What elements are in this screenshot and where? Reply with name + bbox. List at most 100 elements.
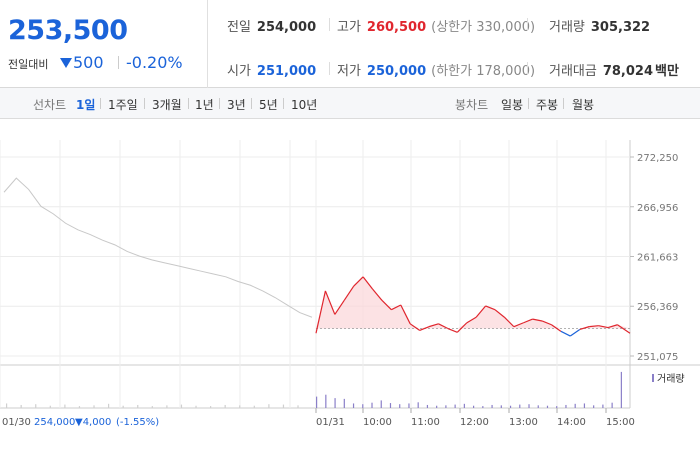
- y-tick-label: 261,663: [637, 252, 678, 263]
- price-summary: 253,500 전일대비 500 -0.20%: [0, 0, 208, 88]
- volume-bar: [35, 404, 37, 408]
- today-line-segment: [494, 309, 505, 318]
- today-line-segment: [475, 305, 487, 318]
- volume-bar: [297, 405, 299, 408]
- volume-bar: [239, 405, 241, 408]
- volume-bar: [180, 404, 183, 408]
- today-line-segment: [617, 324, 631, 334]
- today-line-segment: [513, 322, 524, 328]
- volume-bar: [454, 404, 456, 408]
- down-arrow-icon: [60, 58, 72, 68]
- quote-header: 253,500 전일대비 500 -0.20% 전일 254,000 고가 260,…: [0, 0, 700, 88]
- volume-bar: [122, 405, 124, 408]
- today-line-segment: [541, 320, 552, 326]
- today-line-segment: [569, 328, 581, 337]
- today-line-segment: [456, 322, 468, 333]
- divider: [283, 98, 284, 109]
- intraday-price-chart: 272,250 266,956 261,663 256,369 251,075 01/3…: [0, 140, 700, 428]
- volume-bar: [380, 400, 382, 408]
- divider: [219, 98, 220, 109]
- volume-bar: [253, 405, 255, 408]
- price-area-fill: [316, 276, 630, 329]
- divider: [527, 62, 528, 75]
- tab-10y[interactable]: 10년: [291, 98, 318, 112]
- volume-bar: [491, 404, 493, 408]
- today-line-segment: [353, 276, 364, 287]
- volume-bar: [325, 394, 327, 408]
- volume-bar: [593, 405, 595, 408]
- volume-bar: [426, 404, 429, 408]
- prev-change-label: ▼4,000: [75, 417, 111, 428]
- volume-bar: [408, 403, 410, 408]
- volume-bar: [343, 398, 345, 408]
- volume-legend-label: 거래량: [657, 373, 685, 385]
- price-change: 500: [73, 53, 104, 72]
- today-line-segment: [607, 324, 618, 329]
- volume-bar: [473, 405, 475, 408]
- price-lines: [3, 177, 631, 337]
- today-line-segment: [551, 324, 562, 332]
- x-axis: 01/31 10:00 11:00 12:00 13:00 14:00 15:00: [315, 408, 635, 428]
- today-line-segment: [381, 299, 392, 311]
- tab-1w[interactable]: 1주일: [108, 98, 138, 112]
- volume-bar: [602, 404, 604, 408]
- x-tick-label: 13:00: [509, 417, 538, 428]
- divider: [118, 56, 119, 69]
- today-line-segment: [466, 316, 477, 324]
- tab-5y[interactable]: 5년: [259, 98, 278, 112]
- today-line-segment: [334, 299, 345, 315]
- y-tick-label: 256,369: [637, 302, 678, 313]
- tab-monthly-candle[interactable]: 월봉: [572, 98, 595, 112]
- volume-bar: [282, 404, 285, 408]
- prev-date-label: 01/30: [2, 417, 31, 428]
- volume-bar: [389, 403, 392, 408]
- today-line-segment: [447, 327, 458, 333]
- stat-low: 저가 250,000 (하한가 178,000): [337, 64, 536, 79]
- stat-open: 시가 251,000: [227, 64, 317, 79]
- today-line-segment: [419, 326, 430, 331]
- tab-3m[interactable]: 3개월: [152, 98, 182, 112]
- volume-bar: [399, 404, 401, 408]
- today-line-segment: [598, 325, 609, 329]
- tab-1y[interactable]: 1년: [195, 98, 214, 112]
- today-line-segment: [372, 288, 383, 301]
- divider: [527, 18, 528, 31]
- today-line-segment: [428, 323, 439, 328]
- tab-3y[interactable]: 3년: [227, 98, 246, 112]
- chart-period-tabs: 선차트 1일 1주일 3개월 1년 3년 5년 10년 봉차트 일봉 주봉 월봉: [0, 88, 700, 119]
- today-line-segment: [485, 305, 496, 311]
- volume-bar: [482, 406, 484, 408]
- volume-bar: [20, 404, 22, 408]
- x-tick-label: 15:00: [606, 417, 635, 428]
- tab-1d[interactable]: 1일: [76, 98, 96, 112]
- prev-day-label: 전일대비: [8, 58, 49, 71]
- volume-bar: [137, 404, 139, 408]
- volume-bar: [445, 405, 447, 408]
- volume-bar: [546, 405, 549, 408]
- y-tick-label: 266,956: [637, 203, 678, 214]
- today-line-segment: [523, 318, 533, 324]
- x-tick-label: 12:00: [460, 417, 489, 428]
- today-line-segment: [579, 326, 590, 331]
- volume-bar: [362, 404, 364, 408]
- x-tick-label: 11:00: [411, 417, 440, 428]
- volume-bar: [500, 405, 502, 408]
- volume-bar: [519, 404, 521, 408]
- volume-bar: [537, 405, 539, 408]
- prev-day-info: 01/30 254,000 ▼4,000 (-1.55%): [2, 417, 159, 428]
- volume-bar: [556, 406, 558, 408]
- line-chart-label: 선차트: [33, 98, 67, 112]
- volume-bar: [352, 403, 355, 408]
- volume-bar: [371, 402, 373, 408]
- today-line-segment: [315, 290, 327, 334]
- volume-bar: [93, 405, 95, 408]
- today-line-segment: [343, 285, 355, 301]
- volume-legend: 거래량: [652, 373, 685, 385]
- tab-weekly-candle[interactable]: 주봉: [536, 98, 559, 112]
- volume-bar: [166, 405, 168, 408]
- today-line-segment: [400, 304, 411, 325]
- tab-daily-candle[interactable]: 일봉: [501, 98, 524, 112]
- volume-bars: [6, 371, 622, 408]
- x-tick-label: 14:00: [557, 417, 586, 428]
- divider: [251, 98, 252, 109]
